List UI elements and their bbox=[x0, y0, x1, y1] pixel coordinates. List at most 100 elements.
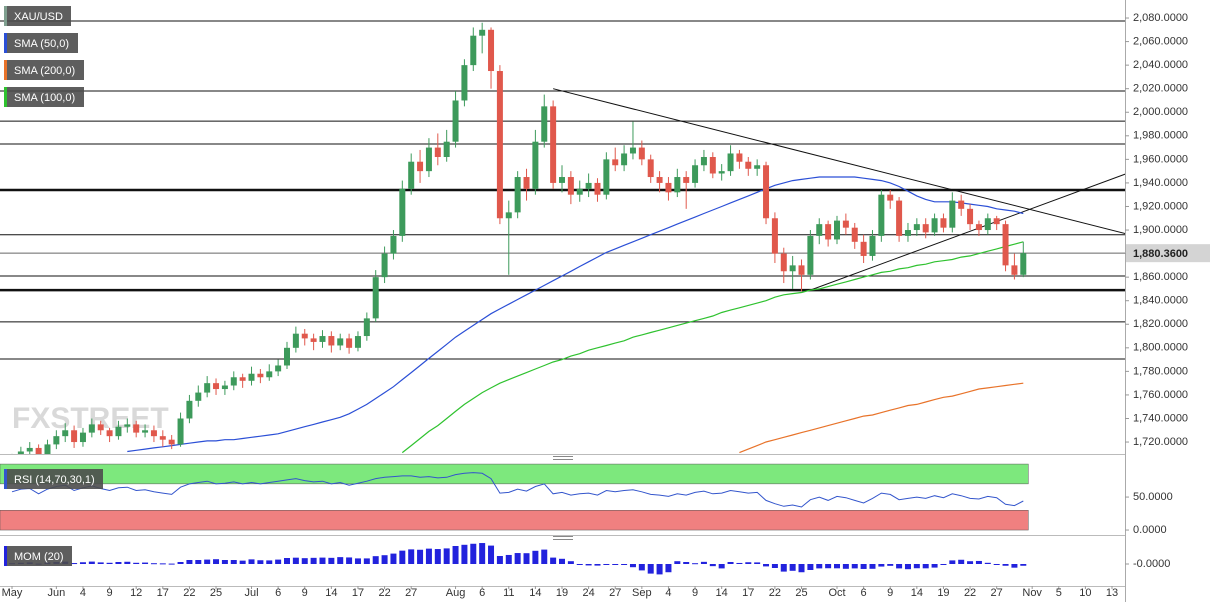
candle-body bbox=[26, 447, 33, 452]
mom-bar bbox=[97, 562, 104, 564]
mom-bar bbox=[452, 546, 459, 564]
candle-body bbox=[975, 224, 982, 231]
x-tick-label: Oct bbox=[828, 587, 845, 599]
legend-swatch bbox=[4, 546, 7, 566]
candle-body bbox=[771, 218, 778, 254]
mom-bar bbox=[975, 560, 982, 564]
mom-bar bbox=[869, 564, 876, 569]
candle-body bbox=[266, 371, 273, 378]
candle-body bbox=[372, 277, 379, 319]
candle-body bbox=[425, 147, 432, 172]
candle-body bbox=[896, 200, 903, 236]
mom-bar bbox=[674, 561, 681, 564]
candle-body bbox=[408, 161, 415, 189]
mom-bar bbox=[541, 549, 548, 564]
mom-bar bbox=[984, 562, 991, 564]
candle-body bbox=[443, 141, 450, 158]
candle-body bbox=[585, 182, 592, 189]
y-tick-label: 1,800.0000 bbox=[1133, 342, 1188, 354]
mom-bar bbox=[408, 549, 415, 564]
mom-bar bbox=[204, 559, 211, 564]
candle-body bbox=[754, 165, 761, 169]
mom-bar bbox=[239, 560, 246, 564]
candle-body bbox=[878, 194, 885, 236]
mom-bar bbox=[922, 564, 929, 569]
mom-bar bbox=[310, 557, 317, 564]
candle-body bbox=[239, 377, 246, 381]
x-tick-label: Jun bbox=[47, 587, 65, 599]
candle-body bbox=[612, 159, 619, 166]
x-tick-label: 4 bbox=[80, 587, 86, 599]
mom-bar bbox=[230, 560, 237, 564]
y-tick-label: 1,860.0000 bbox=[1133, 271, 1188, 283]
sma-line bbox=[739, 382, 1024, 454]
x-tick-label: 14 bbox=[529, 587, 541, 599]
mom-bar bbox=[736, 562, 743, 564]
candle-body bbox=[683, 177, 690, 183]
candle-body bbox=[736, 153, 743, 162]
mom-bar bbox=[505, 554, 512, 564]
candle-body bbox=[505, 212, 512, 219]
mom-bar bbox=[771, 564, 778, 568]
mom-bar bbox=[88, 561, 95, 564]
resize-handle[interactable] bbox=[553, 456, 573, 460]
candle-body bbox=[763, 165, 770, 219]
x-tick-label: 17 bbox=[742, 587, 754, 599]
candle-body bbox=[488, 29, 495, 72]
candle-body bbox=[292, 333, 299, 348]
candle-body bbox=[195, 392, 202, 401]
y-tick-label: 50.0000 bbox=[1133, 491, 1173, 503]
trend-line bbox=[810, 173, 1125, 291]
candle-body bbox=[35, 447, 42, 454]
resize-handle[interactable] bbox=[553, 536, 573, 540]
candle-body bbox=[700, 157, 707, 166]
mom-bar bbox=[834, 564, 840, 569]
candle-body bbox=[576, 188, 583, 195]
candle-body bbox=[17, 451, 24, 454]
x-tick-label: 6 bbox=[275, 587, 281, 599]
candle-body bbox=[106, 430, 113, 437]
x-tick-label: 6 bbox=[861, 587, 867, 599]
mom-bar bbox=[949, 560, 956, 564]
candle-body bbox=[150, 430, 157, 437]
mom-bar bbox=[1002, 564, 1009, 566]
mom-bar bbox=[514, 553, 521, 564]
candle-body bbox=[79, 432, 86, 443]
y-tick-label: 2,040.0000 bbox=[1133, 59, 1188, 71]
candle-body bbox=[354, 336, 361, 348]
mom-bar bbox=[621, 564, 628, 565]
candle-body bbox=[186, 400, 193, 419]
candle-body bbox=[248, 373, 255, 381]
x-tick-label: 17 bbox=[352, 587, 364, 599]
legend-box bbox=[4, 87, 84, 107]
mom-bar bbox=[106, 562, 113, 564]
candle-body bbox=[993, 218, 1000, 225]
candle-body bbox=[656, 177, 663, 183]
x-tick-label: Jul bbox=[244, 587, 258, 599]
mom-bar bbox=[372, 556, 379, 564]
candle-body bbox=[71, 430, 78, 443]
candle-body bbox=[851, 227, 858, 242]
candle-body bbox=[328, 336, 335, 346]
x-tick-label: 22 bbox=[964, 587, 976, 599]
mom-bar bbox=[825, 564, 832, 569]
candle-body bbox=[97, 424, 104, 431]
candle-body bbox=[390, 235, 397, 254]
rsi-band bbox=[0, 510, 1029, 531]
candle-body bbox=[665, 182, 672, 193]
sma-line bbox=[127, 176, 1024, 453]
legend-box bbox=[4, 60, 84, 80]
candle-body bbox=[629, 147, 636, 154]
mom-bar bbox=[124, 561, 131, 564]
y-tick-label: 1,720.0000 bbox=[1133, 436, 1188, 448]
mom-bar bbox=[745, 562, 752, 564]
candle-body bbox=[177, 418, 184, 445]
mom-bar bbox=[860, 564, 867, 569]
mom-bar bbox=[718, 564, 725, 569]
x-tick-label: 22 bbox=[183, 587, 195, 599]
mom-bar bbox=[567, 561, 574, 564]
mom-bar bbox=[133, 562, 140, 564]
mom-bar bbox=[221, 560, 228, 564]
candle-body bbox=[958, 200, 965, 209]
candle-body bbox=[834, 220, 840, 240]
